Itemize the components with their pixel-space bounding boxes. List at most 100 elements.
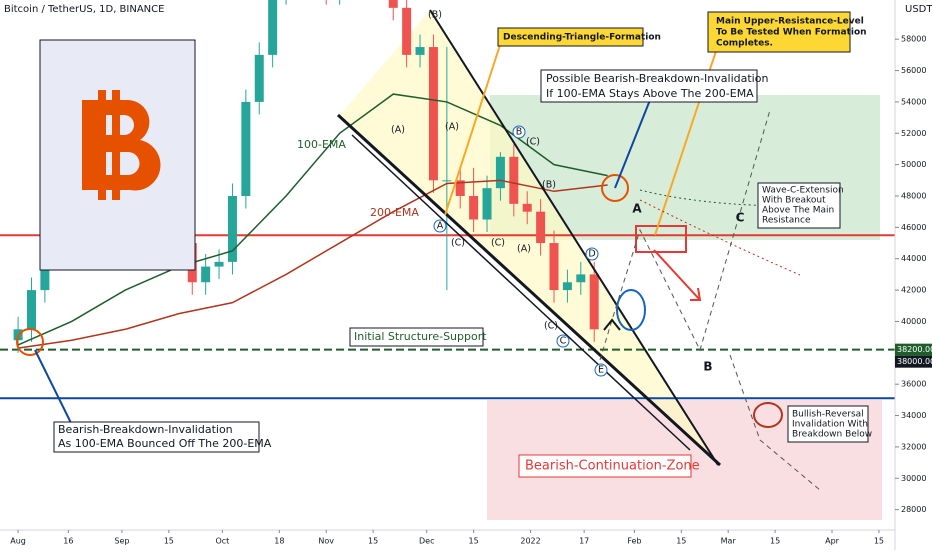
candle-body: [428, 47, 438, 181]
annotation: Completes.: [716, 39, 773, 49]
x-tick-label: Aug: [10, 537, 26, 546]
candle-body: [442, 180, 452, 182]
y-tick-label: 52000: [901, 129, 926, 138]
x-tick-label: 15: [469, 537, 479, 546]
ellipse: [753, 402, 783, 428]
candle-body: [26, 290, 36, 330]
y-tick-label: 34000: [901, 411, 926, 420]
candle-body: [227, 196, 237, 262]
ema-line: [17, 179, 608, 349]
x-tick-label: 15: [164, 537, 174, 546]
currency: USDT: [905, 4, 932, 15]
price-label: 38200.00: [897, 345, 932, 354]
x-tick-label: 15: [770, 537, 780, 546]
annotation: Descending-Triangle-Formation: [503, 33, 661, 43]
callout-box: [757, 182, 841, 229]
x-tick-label: Feb: [627, 537, 641, 546]
annotation: Resistance: [762, 216, 811, 226]
x-tick-label: Nov: [318, 537, 334, 546]
x-tick-label: Sep: [114, 537, 129, 546]
callout-box: [53, 421, 260, 453]
x-tick-label: 17: [579, 537, 589, 546]
annotation: Bullish-Reversal: [792, 410, 864, 420]
annotation: Invalidation With: [792, 420, 868, 430]
y-tick-label: 58000: [901, 35, 926, 44]
candle-body: [241, 101, 251, 197]
arrow: [653, 249, 702, 301]
y-tick-label: 56000: [901, 66, 926, 75]
wave-label: B: [703, 360, 712, 374]
drawings: [16, 9, 869, 491]
wave-label: (C): [451, 238, 465, 249]
price-label-box: [895, 355, 932, 368]
callout-box: [349, 327, 484, 347]
x-tick-label: Oct: [215, 537, 229, 546]
annotations: Bitcoin / TetherUS, 1D, BINANCE USDT Des…: [4, 4, 932, 474]
wave-label: (A): [445, 122, 459, 133]
candle-body: [415, 47, 425, 55]
y-tick-label: 50000: [901, 160, 926, 169]
circle: [601, 174, 629, 202]
x-tick-label: 16: [63, 537, 73, 546]
candle-body: [562, 282, 572, 291]
annotation: Wave-C-Extension: [762, 186, 844, 196]
y-tick-label: 30000: [901, 474, 926, 483]
wave-label: (C): [491, 238, 505, 249]
annotation: Main Upper-Resistance-Level: [716, 17, 864, 27]
annotation: To Be Tested When Formation: [716, 28, 867, 38]
callout-box: [497, 27, 644, 47]
y-tick-label: 40000: [901, 317, 926, 326]
candle-body: [589, 274, 599, 330]
annotation: Bearish-Breakdown-Invalidation: [58, 423, 233, 436]
callout-box: [540, 69, 758, 103]
candle-body: [455, 180, 465, 197]
annotation: Bearish-Continuation-Zone: [525, 459, 700, 474]
ellipse: [616, 289, 646, 331]
candle-body: [388, 0, 398, 8]
x-tick-label: 2022: [520, 537, 540, 546]
y-tick-label: 48000: [901, 192, 926, 201]
candle-body: [576, 274, 586, 283]
annotation: Breakdown Below: [792, 430, 872, 440]
annotation: Initial Structure-Support: [354, 330, 487, 343]
callout-box: [518, 454, 692, 478]
x-tick-label: 15: [874, 537, 884, 546]
annotation: As 100-EMA Bounced Off The 200-EMA: [58, 437, 272, 450]
pointer: [654, 29, 724, 236]
breakout-box: [635, 225, 687, 253]
annotation: Above The Main: [762, 206, 834, 216]
chart-title: Bitcoin / TetherUS, 1D, BINANCE: [4, 4, 164, 15]
x-tick-label: Mar: [721, 537, 737, 546]
wave-label: E: [598, 365, 604, 376]
wave-label: (A): [391, 125, 405, 136]
x-tick-label: 18: [274, 537, 284, 546]
y-tick-label: 42000: [901, 286, 926, 295]
candle-body: [536, 211, 546, 244]
candle-body: [482, 188, 492, 220]
x-tick-label: Apr: [825, 537, 840, 546]
price-label-box: [895, 343, 932, 356]
candle-body: [268, 0, 278, 55]
y-tick-label: 32000: [901, 442, 926, 451]
y-tick-label: 46000: [901, 223, 926, 232]
wave-label: A: [437, 221, 444, 232]
x-tick-label: Dec: [419, 537, 434, 546]
bitcoin-logo: [82, 90, 161, 200]
wave-label: (C): [544, 321, 558, 332]
x-tick-label: 15: [676, 537, 686, 546]
projection: [639, 199, 801, 276]
candle-body: [495, 156, 505, 189]
candle-body: [522, 203, 532, 212]
wave-label: C: [560, 336, 567, 347]
x-tick-label: 15: [368, 537, 378, 546]
triangle-line: [351, 134, 691, 451]
y-tick-label: 36000: [901, 380, 926, 389]
wave-label: (A): [517, 244, 531, 255]
annotation: With Breakout: [762, 196, 826, 206]
wave-label: C: [736, 211, 745, 225]
pointer: [444, 44, 501, 216]
candle-body: [201, 266, 211, 283]
candle-body: [549, 243, 559, 291]
candle-body: [509, 156, 519, 204]
